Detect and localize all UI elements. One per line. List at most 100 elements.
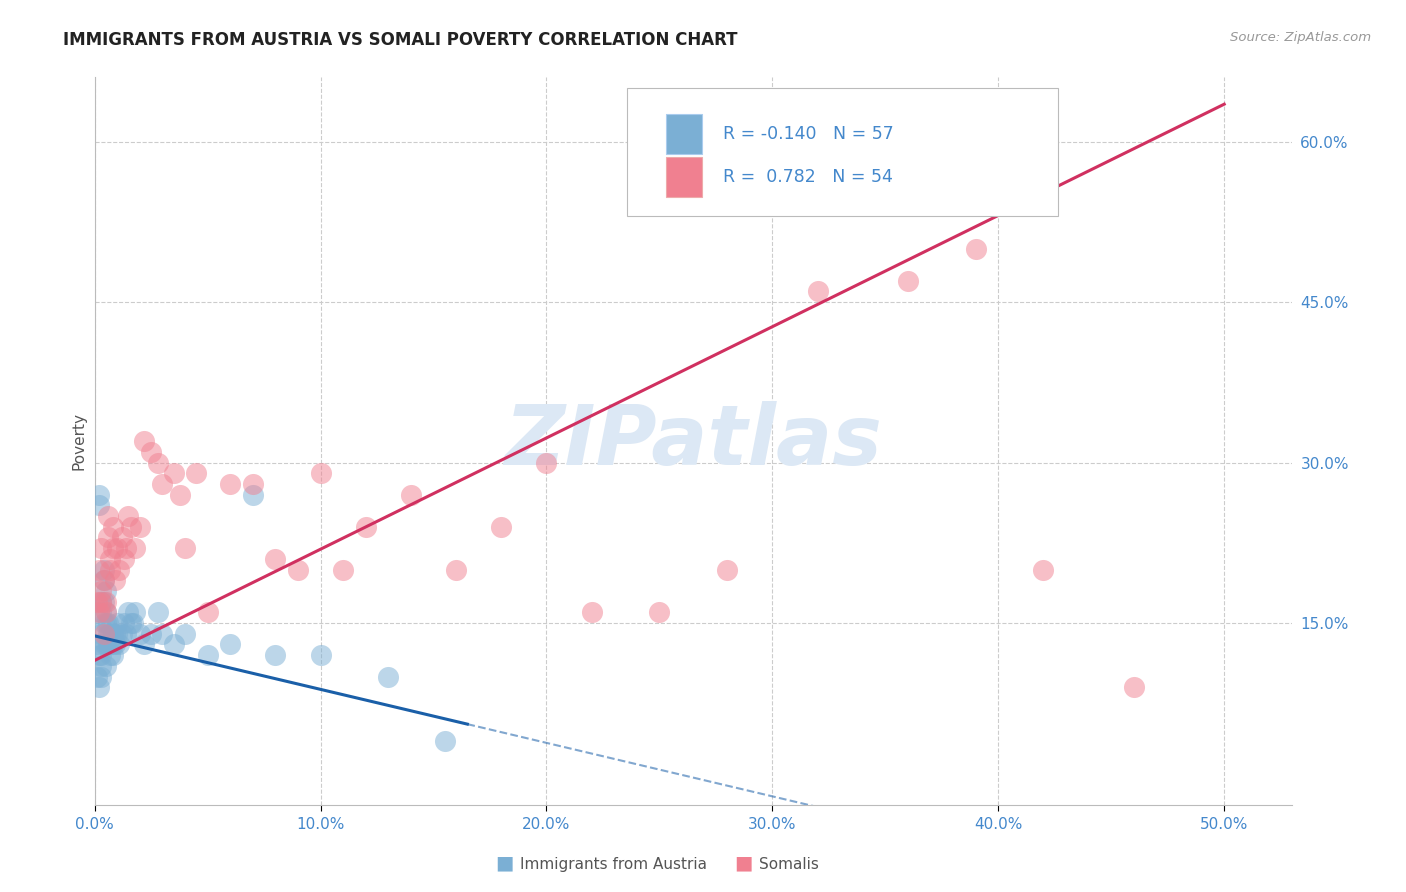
Point	[97, 637, 120, 651]
Point	[117, 605, 139, 619]
Bar	[665, 158, 702, 197]
Point	[90, 594, 112, 608]
Y-axis label: Poverty: Poverty	[72, 412, 86, 470]
Text: ■: ■	[495, 854, 513, 872]
FancyBboxPatch shape	[627, 88, 1059, 216]
Point	[163, 467, 186, 481]
Point	[100, 552, 122, 566]
Point	[94, 605, 117, 619]
Point	[146, 456, 169, 470]
Point	[124, 541, 146, 556]
Point	[134, 637, 156, 651]
Point	[139, 626, 162, 640]
Point	[101, 648, 124, 662]
Point	[94, 605, 117, 619]
Point	[354, 520, 377, 534]
Point	[120, 615, 142, 630]
Point	[111, 531, 134, 545]
Point	[90, 658, 112, 673]
Point	[101, 626, 124, 640]
Point	[377, 669, 399, 683]
Point	[197, 605, 219, 619]
Point	[122, 615, 145, 630]
Point	[163, 637, 186, 651]
Point	[242, 477, 264, 491]
Point	[444, 563, 467, 577]
Point	[94, 594, 117, 608]
Point	[433, 733, 456, 747]
Point	[146, 605, 169, 619]
Point	[150, 477, 173, 491]
Point	[97, 615, 120, 630]
Point	[309, 648, 332, 662]
Point	[581, 605, 603, 619]
Point	[94, 583, 117, 598]
Point	[94, 615, 117, 630]
Point	[112, 615, 135, 630]
Point	[309, 467, 332, 481]
Point	[87, 488, 110, 502]
Point	[897, 274, 920, 288]
Point	[139, 445, 162, 459]
Point	[219, 637, 242, 651]
Point	[128, 626, 150, 640]
Point	[87, 680, 110, 694]
Point	[1032, 563, 1054, 577]
Point	[150, 626, 173, 640]
Point	[197, 648, 219, 662]
Point	[264, 648, 287, 662]
Point	[115, 626, 138, 640]
Point	[90, 541, 112, 556]
Point	[100, 626, 122, 640]
Point	[104, 573, 127, 587]
Point	[101, 520, 124, 534]
Point	[287, 563, 309, 577]
Point	[117, 509, 139, 524]
Point	[90, 669, 112, 683]
Point	[965, 242, 987, 256]
Point	[134, 434, 156, 449]
Point	[536, 456, 558, 470]
Point	[242, 488, 264, 502]
Point	[93, 626, 115, 640]
Text: Somalis: Somalis	[759, 857, 820, 872]
Point	[90, 626, 112, 640]
Point	[90, 583, 112, 598]
Point	[100, 637, 122, 651]
Point	[90, 594, 112, 608]
Point	[93, 573, 115, 587]
Point	[174, 626, 197, 640]
Point	[104, 626, 127, 640]
Point	[174, 541, 197, 556]
Text: R =  0.782   N = 54: R = 0.782 N = 54	[723, 169, 893, 186]
Point	[86, 637, 108, 651]
Point	[648, 605, 671, 619]
Point	[264, 552, 287, 566]
Point	[86, 669, 108, 683]
Point	[90, 605, 112, 619]
Text: Immigrants from Austria: Immigrants from Austria	[520, 857, 707, 872]
Point	[108, 637, 131, 651]
Point	[1122, 680, 1144, 694]
Point	[105, 626, 128, 640]
Point	[97, 626, 120, 640]
Point	[112, 552, 135, 566]
Point	[105, 541, 128, 556]
Point	[93, 637, 115, 651]
Bar	[665, 114, 702, 153]
Point	[124, 605, 146, 619]
Point	[120, 520, 142, 534]
Point	[108, 563, 131, 577]
Point	[100, 563, 122, 577]
Point	[128, 520, 150, 534]
Text: R = -0.140   N = 57: R = -0.140 N = 57	[723, 125, 894, 143]
Point	[806, 285, 828, 299]
Point	[90, 648, 112, 662]
Point	[101, 637, 124, 651]
Point	[87, 648, 110, 662]
Point	[219, 477, 242, 491]
Point	[93, 563, 115, 577]
Point	[716, 563, 738, 577]
Point	[87, 499, 110, 513]
Point	[332, 563, 354, 577]
